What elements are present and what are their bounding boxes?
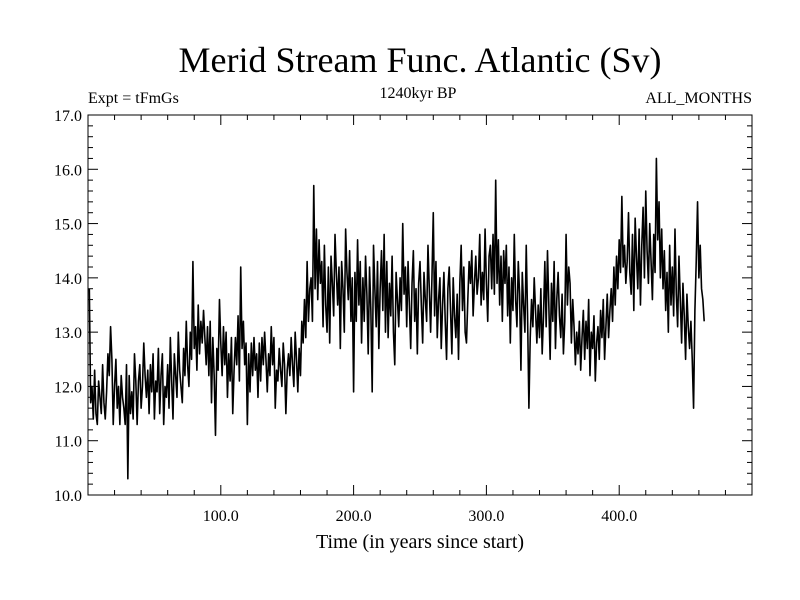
plot-area: 10.0 11.0 12.0 13.0 14.0 15.0 16.0 17.0 100.0 200… [54, 108, 753, 525]
y-tick-label: 14.0 [54, 271, 82, 288]
months-label: ALL_MONTHS [645, 90, 752, 107]
series-line-0 [88, 157, 705, 480]
experiment-label: Expt = tFmGs [88, 90, 179, 107]
y-tick-label: 13.0 [54, 325, 82, 342]
x-tick-label: 200.0 [336, 508, 372, 525]
plot-frame [87, 114, 753, 496]
y-tick-label: 15.0 [54, 217, 82, 234]
x-tick-label: 400.0 [601, 508, 637, 525]
y-tick-label: 11.0 [55, 434, 82, 451]
x-tick-label: 100.0 [203, 508, 239, 525]
y-tick-label: 16.0 [54, 162, 82, 179]
chart-title: Merid Stream Func. Atlantic (Sv) [179, 40, 662, 80]
y-tick-label: 12.0 [54, 379, 82, 396]
y-tick-label: 10.0 [54, 488, 82, 505]
period-label: 1240kyr BP [380, 85, 457, 102]
x-axis-label: Time (in years since start) [316, 531, 524, 553]
x-tick-label: 300.0 [468, 508, 504, 525]
y-tick-label: 17.0 [54, 108, 82, 125]
